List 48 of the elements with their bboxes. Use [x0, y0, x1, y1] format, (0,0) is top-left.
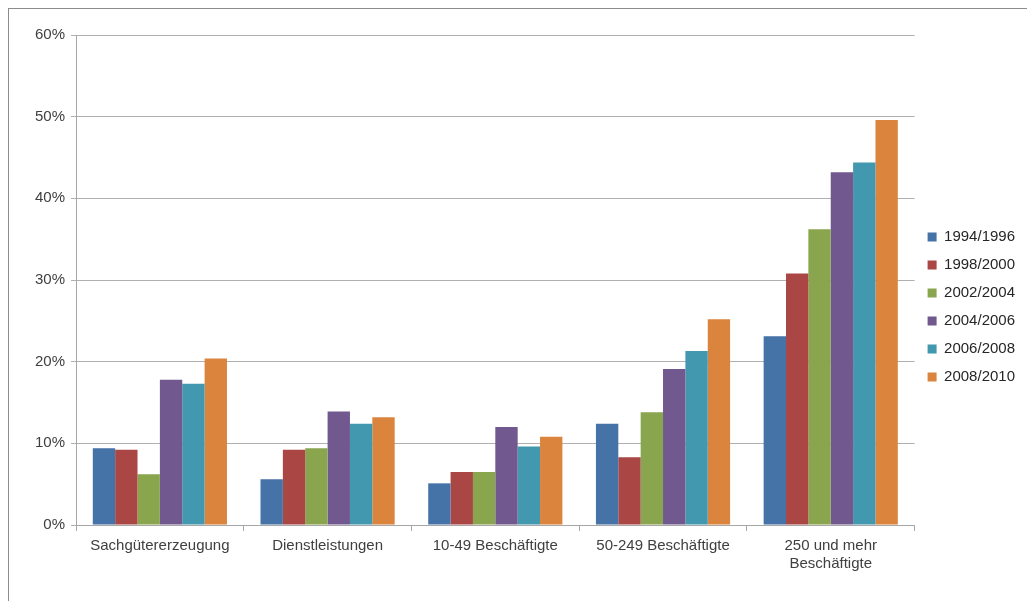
y-tick-label: 10% [34, 433, 66, 451]
y-tick-label: 40% [34, 188, 66, 206]
bar [517, 446, 541, 525]
bar [327, 411, 350, 525]
bar [182, 383, 205, 525]
bar [450, 471, 473, 525]
y-tick-label: 50% [34, 106, 66, 124]
x-tick-label: 50-249 Beschäftigte [596, 536, 730, 554]
y-tick-label: 30% [34, 270, 66, 288]
bar [618, 457, 641, 525]
bar [305, 448, 328, 525]
bar [540, 436, 563, 525]
bar [786, 273, 809, 525]
y-tick-label: 60% [34, 25, 66, 43]
bar [204, 358, 227, 525]
bar [640, 412, 664, 525]
bar [428, 483, 451, 525]
bar [159, 379, 183, 525]
bar [92, 448, 116, 525]
bar [349, 423, 373, 525]
bar [372, 417, 395, 525]
bar [260, 479, 283, 525]
bar [115, 449, 138, 525]
bar [707, 319, 731, 525]
bar [875, 119, 898, 525]
bar [763, 336, 787, 525]
y-tick-label: 20% [34, 351, 66, 369]
bar [282, 449, 306, 525]
bar [808, 229, 831, 525]
bar [663, 369, 686, 525]
bar [472, 471, 496, 525]
legend-label: 2004/2006 [944, 311, 1015, 329]
legend-label: 2006/2008 [944, 339, 1015, 357]
bar [830, 172, 854, 525]
legend-label: 1994/1996 [944, 227, 1015, 245]
x-tick-label: 250 und mehr Beschäftigte [784, 536, 878, 572]
legend-label: 2008/2010 [944, 367, 1015, 385]
bar [685, 351, 708, 525]
legend-label: 2002/2004 [944, 283, 1015, 301]
legend-label: 1998/2000 [944, 255, 1015, 273]
x-tick-label: Dienstleistungen [272, 536, 384, 554]
bar [495, 427, 518, 525]
x-tick-label: 10-49 Beschäftigte [432, 536, 558, 554]
x-tick-label: Sachgütererzeugung [90, 536, 230, 554]
bar [137, 474, 160, 525]
bar [595, 423, 619, 525]
bar [853, 162, 876, 525]
y-tick-label: 0% [43, 515, 66, 533]
